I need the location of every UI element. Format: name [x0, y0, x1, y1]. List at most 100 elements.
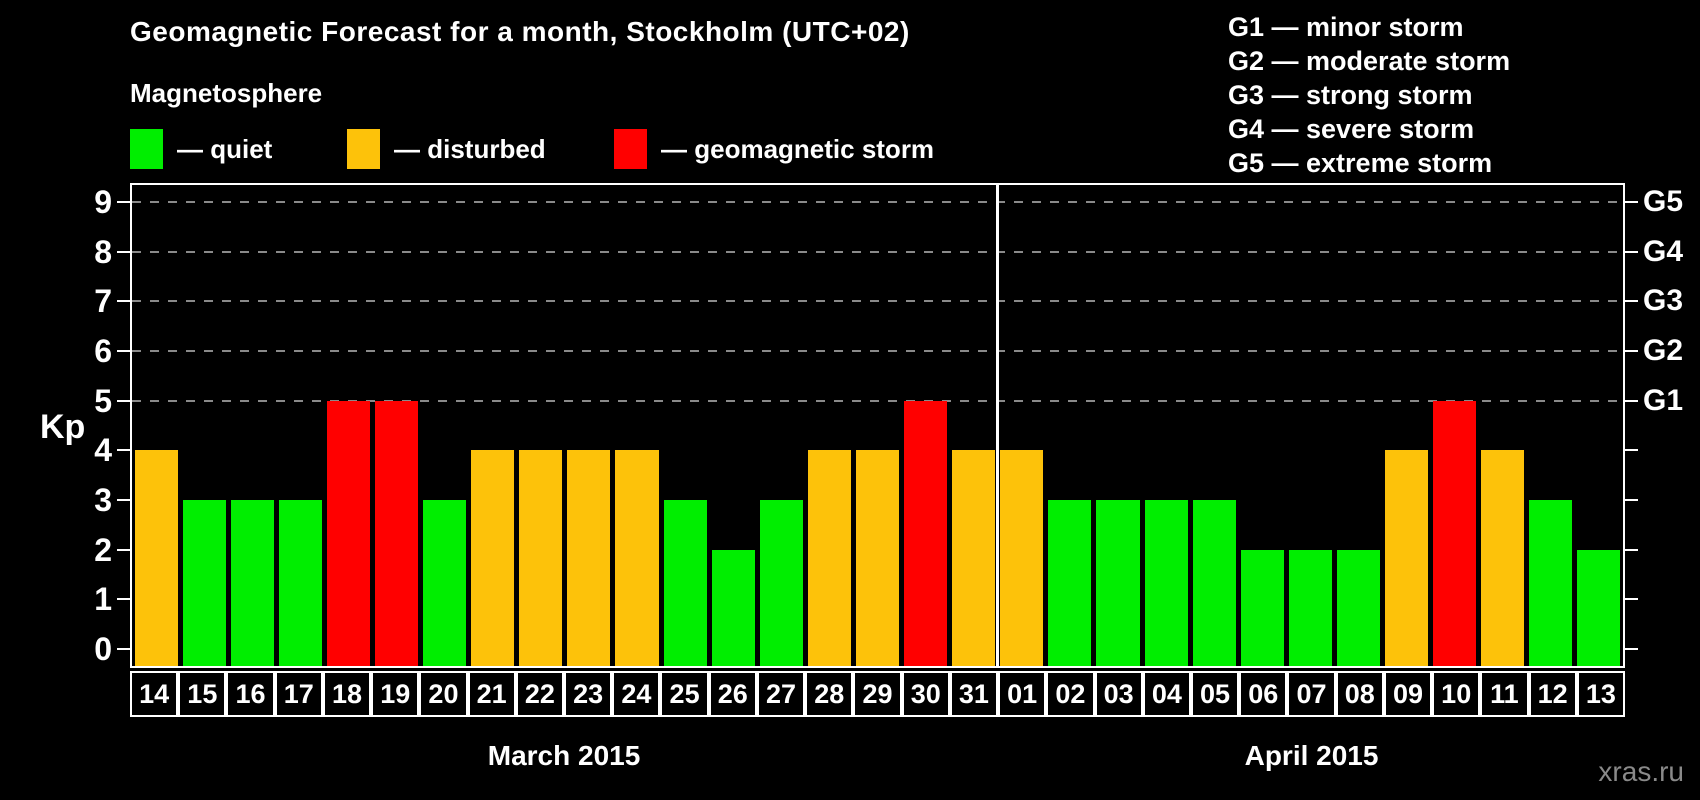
bar-april-04: [1144, 500, 1188, 666]
bar-march-26: [711, 549, 755, 666]
bar-march-14: [134, 450, 178, 666]
right-tick-3: [1625, 499, 1638, 502]
legend-item-storm: — geomagnetic storm: [614, 128, 934, 170]
y-axis-label: Kp: [40, 408, 86, 446]
bar-april-07: [1288, 549, 1332, 666]
right-axis-label-g4: G4: [1643, 234, 1684, 268]
bar-april-09: [1385, 450, 1429, 666]
day-box-march-25: 25: [660, 671, 709, 717]
left-tick-3: [117, 499, 130, 502]
bar-april-03: [1096, 500, 1140, 666]
day-box-april-12: 12: [1528, 671, 1577, 717]
day-box-march-18: 18: [322, 671, 372, 717]
bar-march-17: [278, 500, 322, 666]
legend-item-label: — disturbed: [394, 133, 546, 164]
bar-march-15: [182, 500, 226, 666]
day-box-march-31: 31: [949, 671, 999, 717]
day-box-march-16: 16: [226, 671, 275, 717]
storm-swatch: [614, 129, 647, 169]
left-tick-9: [117, 200, 130, 203]
y-tick-label-2: 2: [94, 531, 112, 568]
day-box-march-22: 22: [515, 671, 565, 717]
bar-march-31: [952, 450, 996, 666]
gridline-kp-8: [132, 250, 1623, 253]
bar-april-12: [1529, 500, 1573, 666]
right-tick-1: [1625, 598, 1638, 601]
y-tick-label-1: 1: [94, 581, 112, 618]
right-tick-8: [1625, 250, 1638, 253]
g-scale-legend: G1 — minor storm G2 — moderate storm G3 — …: [1228, 10, 1510, 180]
right-tick-5: [1625, 399, 1638, 402]
y-tick-label-3: 3: [94, 482, 112, 519]
day-box-april-07: 07: [1287, 671, 1336, 717]
day-box-april-02: 02: [1046, 671, 1095, 717]
left-tick-7: [117, 300, 130, 303]
day-box-march-30: 30: [901, 671, 950, 717]
gridline-kp-5: [132, 399, 1623, 402]
day-box-april-05: 05: [1190, 671, 1240, 717]
magnetosphere-label: Magnetosphere: [130, 78, 323, 108]
bar-march-16: [230, 500, 274, 666]
bar-april-05: [1192, 500, 1236, 666]
legend-item-label: — quiet: [177, 133, 273, 164]
day-box-april-10: 10: [1432, 671, 1481, 717]
day-box-april-06: 06: [1239, 671, 1288, 717]
legend-item-disturbed: — disturbed: [347, 128, 546, 170]
right-axis-label-g3: G3: [1643, 284, 1684, 318]
day-box-march-15: 15: [178, 671, 227, 717]
legend-item-quiet: — quiet: [130, 128, 272, 170]
watermark: xras.ru: [1598, 756, 1684, 787]
bar-april-02: [1048, 500, 1092, 666]
day-box-april-09: 09: [1383, 671, 1433, 717]
day-box-march-27: 27: [756, 671, 806, 717]
g-legend-line-3: G3 — strong storm: [1228, 80, 1473, 110]
g-legend-line-5: G5 — extreme storm: [1228, 148, 1493, 178]
day-box-april-08: 08: [1335, 671, 1384, 717]
y-tick-label-5: 5: [94, 382, 112, 419]
bar-march-22: [519, 450, 563, 666]
right-tick-9: [1625, 200, 1638, 203]
left-tick-2: [117, 548, 130, 551]
bar-april-08: [1336, 549, 1380, 666]
bar-march-27: [759, 500, 803, 666]
day-box-march-28: 28: [805, 671, 854, 717]
bar-march-20: [423, 500, 467, 666]
day-box-march-14: 14: [130, 671, 179, 717]
day-box-april-03: 03: [1094, 671, 1143, 717]
y-tick-label-6: 6: [94, 332, 112, 369]
day-box-april-13: 13: [1576, 671, 1625, 717]
right-tick-4: [1625, 449, 1638, 452]
bar-march-23: [567, 450, 611, 666]
day-box-march-17: 17: [274, 671, 323, 717]
right-axis-label-g2: G2: [1643, 333, 1684, 367]
day-box-march-26: 26: [708, 671, 757, 717]
left-tick-6: [117, 349, 130, 352]
g-legend-line-1: G1 — minor storm: [1228, 12, 1464, 42]
day-box-april-01: 01: [998, 671, 1047, 717]
bar-march-28: [807, 450, 851, 666]
month-separator-line: [996, 185, 1000, 666]
day-box-march-24: 24: [612, 671, 661, 717]
quiet-swatch: [130, 129, 163, 169]
plot-area: 0 1 2 3 4 5 6 7 8 9 G1 G2 G3 G4 G5: [94, 183, 1683, 668]
gridline-kp-6: [132, 349, 1623, 352]
gridline-kp-7: [132, 300, 1623, 303]
left-tick-0: [117, 648, 130, 651]
bar-april-13: [1577, 549, 1621, 666]
y-tick-label-8: 8: [94, 233, 112, 270]
day-box-march-21: 21: [467, 671, 516, 717]
month-label-april: April 2015: [1244, 740, 1379, 771]
disturbed-swatch: [347, 129, 380, 169]
left-tick-5: [117, 399, 130, 402]
day-box-april-04: 04: [1142, 671, 1191, 717]
right-axis-label-g5: G5: [1643, 184, 1684, 218]
bar-march-25: [663, 500, 707, 666]
bar-march-19: [374, 400, 419, 666]
left-tick-4: [117, 449, 130, 452]
g-legend-line-2: G2 — moderate storm: [1228, 46, 1511, 76]
gridline-kp-9: [132, 200, 1623, 203]
bar-april-06: [1240, 549, 1284, 666]
bar-april-11: [1481, 450, 1525, 666]
left-tick-1: [117, 598, 130, 601]
day-axis: 14 15 16 17 18 19 20 21 22 23 24 25 26 27 28 29 30 31 01 02…: [130, 671, 1625, 717]
